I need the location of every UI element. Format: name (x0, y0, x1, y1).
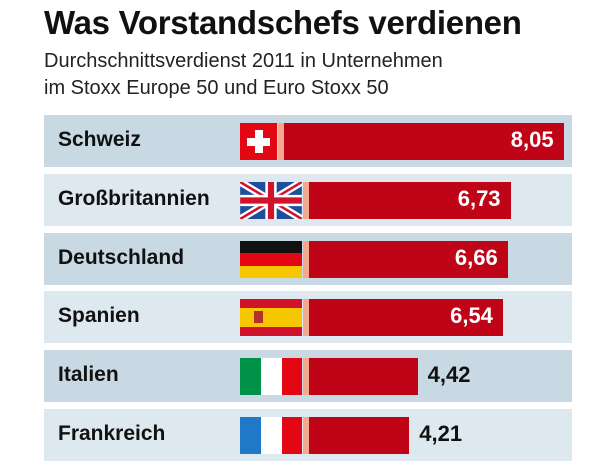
chart-subtitle-line-1: Durchschnittsverdienst 2011 in Unternehm… (44, 50, 443, 72)
category-label: Spanien (58, 304, 140, 328)
uk-flag-icon (240, 181, 302, 219)
bar-row: Italien 4,42 (44, 350, 572, 403)
value-label: 6,73 (457, 185, 501, 211)
value-label: 4,21 (419, 421, 463, 446)
category-label: Großbritannien (58, 186, 210, 210)
spain-flag-icon (240, 299, 302, 337)
bar-divider (303, 181, 309, 219)
category-label: Deutschland (58, 245, 185, 269)
bar (284, 123, 564, 160)
bar-divider (303, 358, 309, 396)
bar-row: Deutschland 6,66 (44, 232, 572, 285)
germany-flag-icon (240, 240, 302, 278)
bar (309, 181, 511, 219)
value-label: 6,66 (454, 244, 498, 270)
chart-title: Was Vorstandschefs verdienen (44, 4, 522, 41)
bar (309, 358, 418, 396)
france-flag-icon (240, 417, 302, 454)
category-label: Frankreich (58, 422, 166, 445)
bar (309, 299, 503, 337)
bar (309, 240, 508, 278)
bar-row: Schweiz 8,05 (44, 115, 572, 167)
bar-row: Frankreich 4,21 (44, 409, 572, 461)
value-label: 6,54 (450, 303, 493, 329)
chart-subtitle-line-2: im Stoxx Europe 50 und Euro Stoxx 50 (44, 77, 389, 99)
bar (309, 417, 410, 454)
value-label: 4,42 (427, 362, 471, 388)
category-label: Schweiz (58, 128, 141, 151)
category-label: Italien (58, 363, 119, 387)
bar-row: Großbritannien 6,73 (44, 173, 572, 226)
bar-divider (303, 240, 309, 278)
value-label: 8,05 (510, 127, 554, 152)
bar-row: Spanien 6,54 (44, 291, 572, 344)
switzerland-flag-icon (240, 123, 277, 160)
bar-divider (303, 299, 309, 337)
bar-divider (303, 417, 309, 454)
italy-flag-icon (240, 358, 302, 396)
bar-divider (278, 123, 284, 160)
